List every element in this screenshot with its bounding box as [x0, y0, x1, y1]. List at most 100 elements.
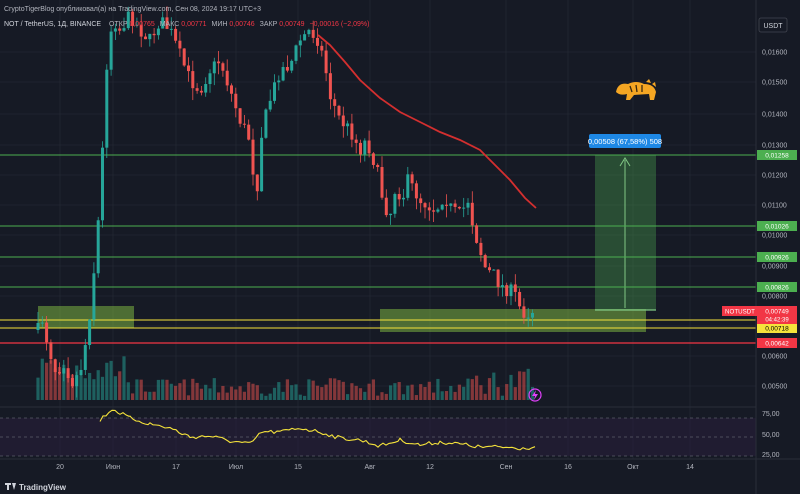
time-axis-label: 12: [426, 464, 434, 471]
candle-body: [152, 33, 156, 36]
level-tag-text: 0,00826: [765, 285, 789, 292]
volume-bar: [479, 385, 483, 400]
volume-bar: [294, 384, 298, 400]
candle-body: [346, 123, 350, 127]
time-axis-label: 20: [56, 464, 64, 471]
volume-bar: [36, 377, 40, 400]
level-tag: [757, 323, 797, 333]
volume-bar: [113, 376, 117, 400]
candle-body: [410, 174, 414, 184]
high-value: 0,00771: [181, 21, 206, 28]
rsi-scale-25: 25,00: [762, 452, 780, 459]
candle-body: [165, 17, 169, 29]
candle-body: [62, 368, 66, 374]
price-scale-label: 0,01200: [762, 173, 787, 180]
support-zone-left[interactable]: [38, 306, 134, 328]
volume-bar: [96, 370, 100, 400]
price-levels: [0, 154, 756, 344]
candle-body: [273, 82, 276, 101]
volume-bar: [251, 383, 255, 400]
level-tag-text: 0,00718: [765, 326, 789, 333]
volume-bar: [466, 378, 470, 400]
volume-bar: [247, 382, 251, 400]
volume-bar: [358, 388, 363, 400]
volume-bar: [376, 395, 380, 400]
volume-bar: [221, 385, 225, 400]
volume-bar: [83, 378, 87, 400]
candle-body: [53, 359, 57, 373]
candle-body: [509, 284, 513, 297]
volume-bar: [182, 379, 186, 400]
candle-body: [260, 137, 264, 192]
candle-body: [513, 284, 517, 292]
rsi-line: [99, 409, 536, 451]
candle-body: [311, 29, 315, 38]
volume-bar: [427, 381, 431, 400]
symbol-tag-timer: 04:42:39: [765, 318, 789, 324]
candle-body: [187, 65, 190, 72]
time-axis-label: 16: [564, 464, 572, 471]
price-scale-label: 0,00500: [762, 384, 787, 391]
volume-bar: [393, 383, 397, 400]
candle-body: [264, 109, 268, 138]
volume-bar: [66, 373, 70, 400]
volume-bar: [470, 379, 474, 400]
volume-bar: [311, 380, 315, 400]
candle-body: [298, 40, 302, 46]
currency-button-label: USDT: [763, 23, 783, 30]
candle-body: [230, 85, 233, 94]
candle-body: [333, 99, 337, 106]
volume-bar: [53, 368, 57, 400]
level-tag: [757, 150, 797, 160]
candle-body: [419, 198, 423, 204]
volume-bar: [40, 358, 44, 400]
volume-bar: [204, 384, 208, 400]
volume-bar: [414, 395, 418, 400]
candle-body: [191, 71, 195, 89]
candle-body: [144, 36, 147, 40]
volume-bar: [320, 387, 324, 400]
lightning-icon[interactable]: [528, 388, 542, 402]
symbol-line: NOT / TetherUS, 1Д, BINANCE ОТКР 0,00765…: [4, 21, 369, 28]
candle-body: [118, 28, 122, 31]
candle-body: [307, 29, 311, 35]
candle-body: [397, 194, 401, 200]
volume-bar: [518, 371, 522, 400]
volume-bar: [264, 395, 268, 400]
volume-bar: [165, 379, 169, 400]
volume-bar: [328, 378, 332, 400]
volume-bar: [350, 383, 354, 400]
tiger-logo-icon: [616, 79, 656, 100]
level-tag-text: 0,01258: [765, 153, 789, 160]
candle-body: [462, 207, 466, 209]
volume-bar: [178, 383, 182, 400]
level-tag: [757, 252, 797, 262]
volume-bar: [49, 360, 53, 400]
price-scale-label: 0,00600: [762, 354, 787, 361]
candle-body: [376, 164, 380, 168]
candle-body: [148, 33, 152, 40]
candle-body: [156, 28, 160, 36]
publisher-line: CryptoTigerBlog опубликовал(а) на Tradin…: [4, 5, 261, 13]
level-tags: 0,01258 0,01026 0,00926 0,00826 0,00718 0,006…: [757, 150, 797, 348]
candle-body: [126, 11, 130, 29]
time-axis-label: Окт: [627, 464, 640, 471]
volume-bar: [346, 394, 350, 400]
volume-bar: [109, 360, 113, 400]
volume-bar: [419, 384, 423, 400]
candle-body: [268, 100, 272, 110]
candle-body: [427, 207, 431, 211]
price-scale-label: 0,00800: [762, 294, 787, 301]
candle-body: [414, 183, 418, 199]
candle-body: [496, 269, 500, 288]
open-label: ОТКР: [109, 21, 128, 28]
currency-button[interactable]: USDT: [758, 17, 788, 33]
candle-body: [324, 50, 328, 74]
measure-label: 0,00508 (67,58%) 508: [588, 134, 662, 148]
symbol-info[interactable]: NOT / TetherUS, 1Д, BINANCE ОТКР 0,00765…: [4, 21, 369, 28]
volume-bar: [169, 383, 173, 400]
candle-body: [531, 312, 534, 318]
close-value: 0,00749: [279, 21, 304, 28]
candle-body: [139, 24, 143, 37]
